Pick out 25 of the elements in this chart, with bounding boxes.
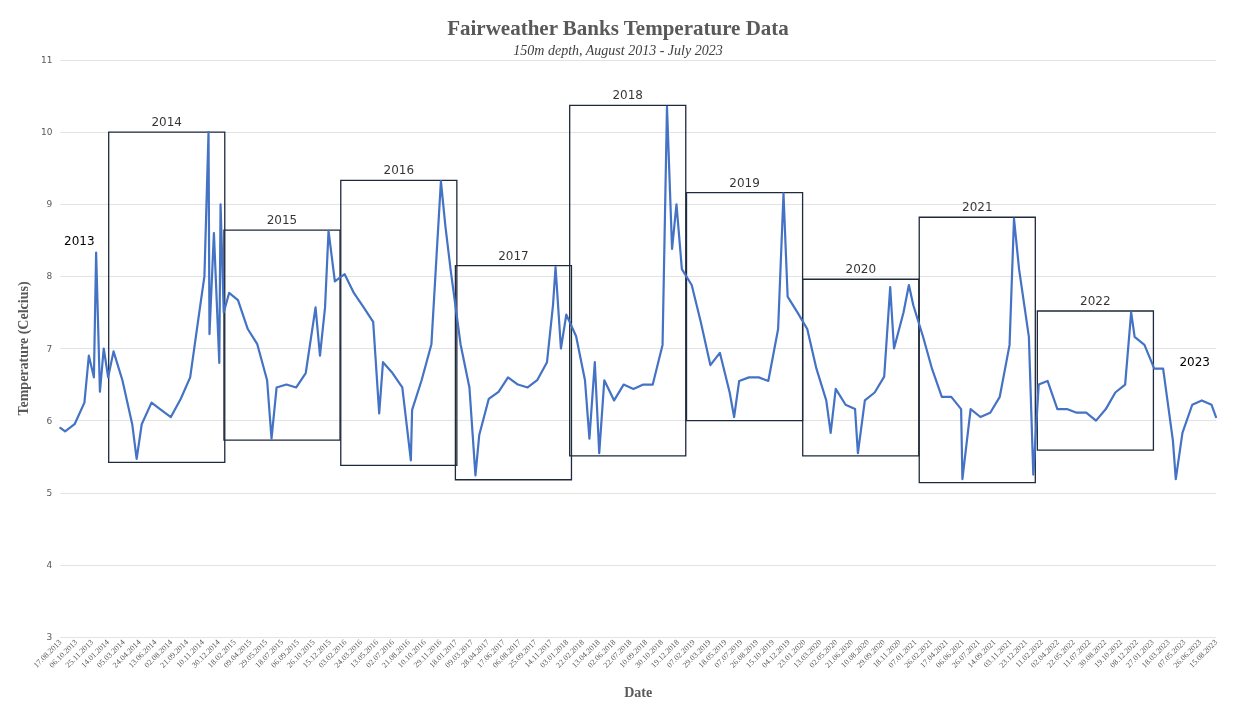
y-tick-label: 11 bbox=[40, 55, 53, 65]
annotation: 2021 bbox=[962, 200, 993, 215]
annotation: 2016 bbox=[383, 163, 415, 178]
chart-subtitle: 150m depth, August 2013 - July 2023 bbox=[513, 42, 723, 58]
x-axis-title: Date bbox=[624, 684, 653, 700]
annotation: 2022 bbox=[1080, 293, 1111, 308]
annotation: 2017 bbox=[498, 248, 529, 263]
y-tick-label: 9 bbox=[46, 199, 53, 210]
y-tick-label: 5 bbox=[46, 487, 53, 498]
annotation: 2014 bbox=[151, 115, 183, 130]
y-tick-label: 7 bbox=[46, 343, 53, 354]
annotation: 2023 bbox=[1179, 355, 1211, 369]
y-tick-label: 4 bbox=[46, 559, 53, 570]
annotation: 2015 bbox=[266, 213, 298, 228]
line-series bbox=[59, 105, 1218, 481]
y-axis-title: Temperature (Celcius) bbox=[15, 281, 32, 416]
annotation: 2013 bbox=[64, 234, 95, 248]
annotation: 2019 bbox=[729, 175, 760, 190]
annotation: 2020 bbox=[845, 262, 877, 277]
y-tick-label: 8 bbox=[46, 271, 53, 282]
chart-title: Fairweather Banks Temperature Data bbox=[447, 15, 790, 40]
y-tick-label: 3 bbox=[46, 632, 53, 642]
annotation: 2018 bbox=[612, 88, 643, 103]
y-tick-label: 10 bbox=[40, 127, 53, 138]
y-tick-label: 6 bbox=[46, 415, 53, 426]
